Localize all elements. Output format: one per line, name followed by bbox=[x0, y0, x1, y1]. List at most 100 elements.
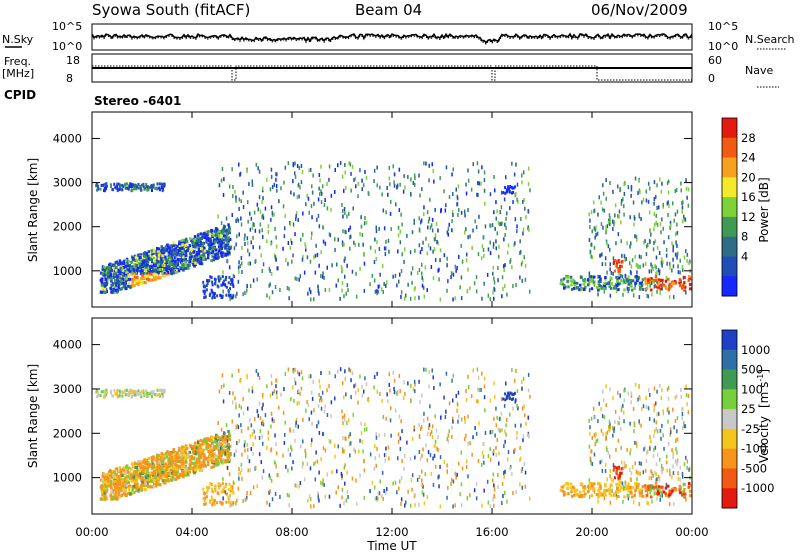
data-cell bbox=[308, 287, 311, 292]
data-cell bbox=[527, 372, 530, 377]
data-cell bbox=[217, 245, 221, 249]
data-cell bbox=[145, 472, 148, 476]
data-cell bbox=[163, 475, 166, 479]
data-cell bbox=[478, 181, 481, 186]
data-cell bbox=[368, 398, 370, 403]
data-cell bbox=[658, 411, 660, 416]
data-cell bbox=[204, 464, 207, 468]
data-cell bbox=[369, 452, 372, 457]
data-cell bbox=[680, 181, 682, 186]
data-cell bbox=[623, 212, 625, 217]
data-cell bbox=[612, 426, 614, 431]
data-cell bbox=[192, 250, 195, 254]
data-cell bbox=[414, 176, 416, 181]
data-cell bbox=[650, 232, 652, 237]
data-cell bbox=[182, 241, 186, 245]
data-cell bbox=[229, 296, 231, 301]
data-cell bbox=[139, 393, 142, 397]
data-cell bbox=[262, 213, 264, 218]
data-cell bbox=[223, 383, 225, 388]
data-cell bbox=[178, 240, 181, 244]
data-cell bbox=[146, 467, 150, 470]
data-cell bbox=[103, 494, 107, 498]
data-cell bbox=[146, 392, 149, 395]
data-cell bbox=[463, 230, 466, 235]
data-cell bbox=[225, 454, 229, 458]
data-cell bbox=[180, 251, 184, 255]
data-cell bbox=[397, 249, 399, 254]
data-cell bbox=[310, 410, 313, 415]
data-cell bbox=[687, 187, 690, 192]
data-cell bbox=[674, 281, 678, 285]
data-cell bbox=[280, 186, 282, 191]
data-cell bbox=[249, 261, 251, 266]
data-cell bbox=[103, 491, 106, 495]
data-cell bbox=[175, 266, 179, 270]
data-cell bbox=[459, 285, 461, 290]
data-cell bbox=[399, 447, 402, 451]
data-cell bbox=[458, 414, 460, 419]
data-cell bbox=[475, 289, 478, 294]
data-cell bbox=[378, 226, 380, 231]
data-cell bbox=[161, 247, 164, 251]
data-cell bbox=[428, 423, 431, 428]
data-cell bbox=[283, 440, 286, 445]
data-cell bbox=[126, 262, 129, 266]
data-cell bbox=[136, 462, 140, 466]
data-cell bbox=[229, 282, 232, 286]
data-cell bbox=[152, 250, 155, 253]
data-cell bbox=[211, 296, 214, 300]
data-cell bbox=[399, 389, 401, 394]
data-cell bbox=[609, 469, 611, 474]
data-cell bbox=[116, 395, 119, 399]
data-cell bbox=[386, 392, 388, 397]
data-cell bbox=[373, 375, 376, 380]
data-cell bbox=[238, 232, 240, 237]
data-cell bbox=[655, 278, 658, 282]
data-cell bbox=[168, 246, 171, 250]
data-cell bbox=[681, 283, 685, 287]
data-cell bbox=[222, 488, 224, 492]
data-cell bbox=[450, 482, 452, 486]
data-cell bbox=[675, 394, 678, 399]
data-cell bbox=[109, 183, 112, 187]
data-cell bbox=[232, 273, 235, 278]
data-cell bbox=[628, 482, 630, 487]
data-cell bbox=[431, 368, 433, 373]
data-cell bbox=[632, 293, 635, 298]
data-cell bbox=[687, 278, 690, 282]
data-cell bbox=[662, 283, 666, 287]
data-cell bbox=[296, 401, 298, 406]
data-cell bbox=[238, 260, 240, 265]
data-cell bbox=[467, 178, 470, 183]
data-cell bbox=[220, 449, 223, 453]
data-cell bbox=[431, 424, 434, 429]
data-cell bbox=[672, 407, 674, 412]
data-cell bbox=[121, 479, 124, 483]
data-cell bbox=[425, 236, 427, 241]
data-cell bbox=[225, 293, 228, 297]
data-cell bbox=[140, 263, 144, 266]
data-cell bbox=[321, 184, 324, 189]
data-cell bbox=[202, 256, 205, 260]
data-cell bbox=[465, 465, 468, 469]
data-cell bbox=[463, 437, 466, 442]
data-cell bbox=[345, 186, 347, 190]
data-cell bbox=[208, 452, 211, 456]
data-cell bbox=[423, 367, 425, 372]
data-cell bbox=[630, 185, 633, 189]
data-cell bbox=[613, 269, 616, 273]
data-cell bbox=[428, 163, 430, 168]
data-cell bbox=[211, 449, 214, 453]
data-cell bbox=[622, 499, 624, 504]
data-cell bbox=[161, 395, 164, 399]
data-cell bbox=[173, 455, 176, 459]
data-cell bbox=[193, 464, 197, 468]
data-cell bbox=[411, 266, 414, 271]
data-cell bbox=[228, 184, 231, 189]
data-cell bbox=[640, 217, 642, 221]
data-cell bbox=[245, 497, 247, 502]
data-cell bbox=[405, 500, 407, 505]
data-cell bbox=[261, 200, 263, 204]
data-cell bbox=[320, 480, 322, 485]
